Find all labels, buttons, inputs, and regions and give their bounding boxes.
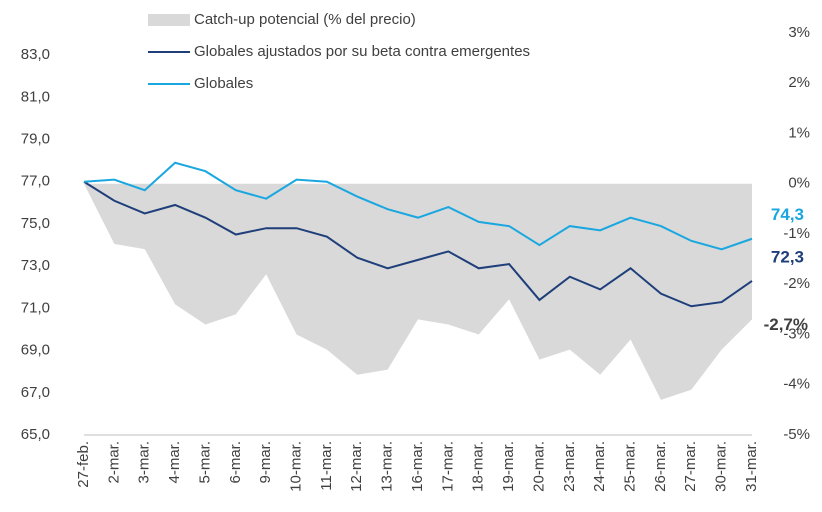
x-tick-label: 2-mar. <box>105 441 122 484</box>
x-tick-label: 24-mar. <box>591 441 608 492</box>
y-tick-label: 75,0 <box>21 215 50 232</box>
y-tick-label: 77,0 <box>21 173 50 190</box>
x-tick-label: 23-mar. <box>561 441 578 492</box>
line <box>83 180 753 308</box>
y-tick-label: 65,0 <box>21 426 50 443</box>
x-tick-label: 3-mar. <box>136 441 153 484</box>
y-tick-label: 67,0 <box>21 384 50 401</box>
x-tick-label: 16-mar. <box>409 441 426 492</box>
line <box>83 161 753 251</box>
data-label: -2,7% <box>764 315 808 334</box>
x-tick-label: 4-mar. <box>166 441 183 484</box>
legend-label: Globales ajustados por su beta contra em… <box>194 43 530 60</box>
y-tick-label: 81,0 <box>21 88 50 105</box>
y-tick-label: 69,0 <box>21 342 50 359</box>
x-tick-label: 25-mar. <box>622 441 639 492</box>
y2-tick-label: 1% <box>788 124 810 141</box>
y2-tick-label: 2% <box>788 74 810 91</box>
x-tick-label: 13-mar. <box>379 441 396 492</box>
x-tick-label: 18-mar. <box>470 441 487 492</box>
x-tick-label: 26-mar. <box>652 441 669 492</box>
legend-label: Catch-up potencial (% del precio) <box>194 11 416 28</box>
x-tick-label: 30-mar. <box>713 441 730 492</box>
legend-label: Globales <box>194 75 253 92</box>
data-label: 74,3 <box>771 205 804 224</box>
y2-tick-label: 3% <box>788 24 810 41</box>
legend-swatch <box>148 14 190 26</box>
x-tick-label: 27-mar. <box>682 441 699 492</box>
x-tick-label: 5-mar. <box>196 441 213 484</box>
x-tick-label: 31-mar. <box>743 441 760 492</box>
x-tick-label: 10-mar. <box>288 441 305 492</box>
y2-tick-label: -3% <box>783 325 810 342</box>
x-tick-label: 20-mar. <box>530 441 547 492</box>
x-tick-label: 19-mar. <box>500 441 517 492</box>
y-tick-label: 71,0 <box>21 299 50 316</box>
y2-tick-label: 0% <box>788 175 810 192</box>
x-tick-label: 17-mar. <box>439 441 456 492</box>
y2-tick-label: -2% <box>783 275 810 292</box>
x-tick-label: 11-mar. <box>318 441 335 491</box>
y2-tick-label: -4% <box>783 376 810 393</box>
y-tick-label: 83,0 <box>21 46 50 63</box>
area <box>84 183 752 400</box>
y-tick-label: 73,0 <box>21 257 50 274</box>
y-tick-label: 79,0 <box>21 131 50 148</box>
x-tick-label: 12-mar. <box>348 441 365 492</box>
x-tick-label: 6-mar. <box>227 441 244 484</box>
data-label: 72,3 <box>771 247 804 266</box>
x-tick-label: 9-mar. <box>257 441 274 484</box>
x-tick-label: 27-feb. <box>75 441 92 488</box>
y2-tick-label: -5% <box>783 426 810 443</box>
y2-tick-label: -1% <box>783 225 810 242</box>
